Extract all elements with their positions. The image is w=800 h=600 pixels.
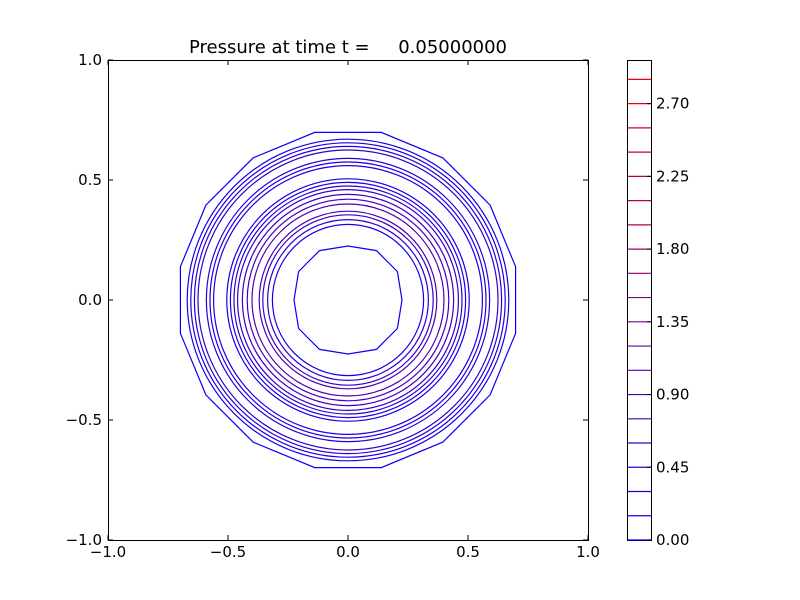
contour-line	[186, 138, 510, 462]
contour-layer	[179, 131, 517, 469]
x-tick-label: 0.0	[336, 543, 360, 561]
colorbar-frame	[627, 60, 652, 541]
chart-title: Pressure at time t = 0.05000000	[189, 37, 507, 58]
contour-line	[209, 161, 487, 439]
contour-line	[271, 223, 425, 377]
y-tick-label: −0.5	[66, 411, 102, 429]
contour-line	[293, 245, 403, 355]
contour-line	[267, 219, 430, 382]
colorbar-tick-label: 0.00	[656, 531, 689, 549]
x-tick-label: 0.5	[456, 543, 480, 561]
contour-line	[190, 142, 506, 458]
axis-layer: −1.0−1.0 −0.5 −0.5 0.0 0.0 0.5 0.5 1.0 1.0	[66, 51, 600, 561]
x-tick-label: −0.5	[210, 543, 246, 561]
colorbar-ticks: 0.00 0.45 0.90 1.35 1.80 2.25 2.70	[647, 95, 689, 549]
colorbar-tick-label: 1.35	[656, 313, 689, 331]
contour-line	[241, 193, 455, 407]
x-tick-label: 1.0	[576, 543, 600, 561]
contour-line	[258, 210, 438, 390]
contour-line	[205, 157, 491, 443]
contour-line	[197, 149, 499, 451]
contour-line	[193, 145, 503, 455]
contour-line	[237, 189, 460, 412]
colorbar: 0.00 0.45 0.90 1.35 1.80 2.25 2.70	[627, 60, 689, 549]
contour-line	[226, 178, 470, 422]
y-tick-label: −1.0	[66, 531, 102, 549]
colorbar-tick-label: 0.45	[656, 458, 689, 476]
contour-line	[251, 203, 445, 397]
colorbar-tick-label: 2.25	[656, 167, 689, 185]
y-tick-label: 1.0	[78, 51, 102, 69]
colorbar-tick-label: 1.80	[656, 240, 689, 258]
colorbar-tick-label: 0.90	[656, 386, 689, 404]
contour-line	[233, 185, 463, 415]
contour-line	[262, 214, 434, 386]
y-tick-label: 0.5	[78, 171, 102, 189]
contour-line	[246, 198, 450, 402]
colorbar-tick-label: 2.70	[656, 95, 689, 113]
x-tick-label: −1.0	[90, 543, 126, 561]
contour-line	[179, 131, 517, 469]
contour-line	[213, 165, 483, 435]
contour-line	[229, 181, 467, 419]
y-tick-label: 0.0	[78, 291, 102, 309]
